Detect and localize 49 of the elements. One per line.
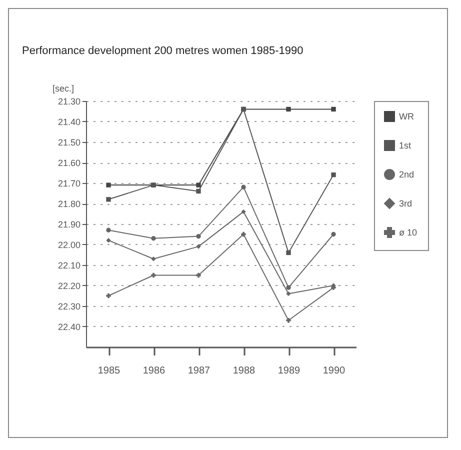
y-tick-label: 21.80 — [58, 199, 80, 209]
point — [331, 172, 336, 178]
point — [196, 272, 201, 278]
point — [331, 232, 336, 237]
point — [151, 256, 156, 262]
point — [151, 236, 156, 241]
point — [286, 106, 291, 112]
point — [106, 293, 111, 298]
x-tick-label: 1989 — [278, 366, 301, 376]
y-tick-label: 21.30 — [58, 96, 80, 106]
chart-title: Performance development 200 metres women 1985-1990 — [22, 45, 304, 57]
legend-label: 2nd — [399, 170, 414, 180]
y-tick-label: 22.30 — [58, 302, 80, 312]
y-tick-label: 21.50 — [58, 138, 80, 148]
point — [106, 228, 111, 232]
point — [241, 184, 246, 190]
point — [286, 318, 291, 323]
point — [196, 234, 201, 239]
point — [286, 285, 291, 290]
x-tick-label: 1986 — [142, 366, 166, 376]
y-tick-label: 22.10 — [58, 260, 80, 270]
x-tick-label: 1987 — [188, 366, 211, 376]
point — [241, 232, 246, 237]
x-tick-label: 1990 — [322, 366, 346, 376]
y-tick-label: 21.60 — [58, 158, 80, 168]
y-axis-title: [sec.] — [52, 84, 74, 94]
y-tick-label: 22.20 — [58, 281, 80, 291]
point — [196, 188, 201, 194]
legend-label: 3rd — [399, 198, 412, 208]
point — [151, 272, 156, 278]
point — [106, 238, 111, 243]
y-tick-label: 21.70 — [58, 178, 80, 188]
point — [106, 182, 111, 188]
legend-label: WR — [399, 112, 414, 122]
y-tick-label: 21.40 — [58, 117, 80, 127]
y-tick-label: 22.40 — [58, 322, 80, 332]
point — [241, 209, 246, 214]
point — [286, 250, 291, 256]
point — [106, 197, 111, 202]
point — [331, 106, 336, 112]
y-tick-label: 22.00 — [58, 240, 80, 250]
legend-label: ø 10 — [399, 228, 418, 238]
legend-label: 1st — [399, 140, 412, 150]
x-tick-label: 1985 — [98, 366, 121, 376]
point — [286, 291, 291, 296]
point — [196, 244, 201, 249]
y-tick-label: 21.90 — [58, 220, 80, 230]
point — [196, 182, 201, 188]
x-tick-label: 1988 — [232, 366, 256, 376]
